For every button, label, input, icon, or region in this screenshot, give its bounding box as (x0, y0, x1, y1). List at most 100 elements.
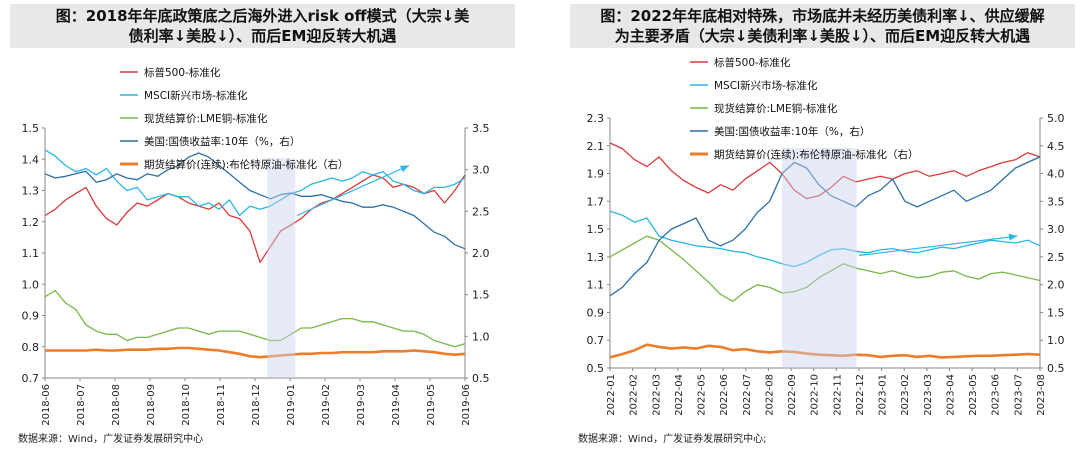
y-tick-label-right: 5.0 (1047, 112, 1065, 125)
x-tick-label: 2018-06 (41, 384, 52, 426)
x-tick-label: 2022-02 (629, 374, 640, 416)
x-tick-label: 2023-06 (991, 374, 1002, 416)
legend-label: 美国:国债收益率:10年（%，右） (714, 125, 870, 138)
chart-title: 图：2018年年底政策底之后海外进入risk off模式（大宗↓美 债利率↓美股… (10, 4, 515, 48)
x-tick-label: 2019-01 (286, 384, 297, 426)
y-tick-label-left: 1.3 (22, 185, 40, 198)
x-tick-label: 2023-08 (1036, 374, 1047, 416)
y-tick-label-left: 1.4 (22, 153, 40, 166)
legend-label: 期货结算价(连续):布伦特原油-标准化（右） (144, 158, 349, 171)
legend-label: 现货结算价:LME铜-标准化 (144, 112, 268, 125)
line-chart: 0.5 0.7 0.9 1.1 1.3 1.5 1.7 1.9 2.1 2.3 0.5 1.0 1.5 2… (587, 56, 1065, 416)
y-tick-label-right: 2.5 (1047, 251, 1065, 264)
x-tick-label: 2022-01 (606, 374, 617, 416)
source-note: 数据来源：Wind，广发证券发展研究中心; (578, 434, 767, 445)
chart-title-line: 图：2018年年底政策底之后海外进入risk off模式（大宗↓美 (55, 7, 470, 25)
x-tick-label: 2022-04 (674, 374, 685, 416)
x-tick-label: 2023-01 (878, 374, 889, 416)
series-line-ust10y (609, 156, 1041, 297)
chart-title: 图：2022年年底相对特殊，市场底并未经历美债利率↓、供应缓解 为主要矛盾（大宗… (570, 4, 1075, 48)
chart-panel-right: 图：2022年年底相对特殊，市场底并未经历美债利率↓、供应缓解 为主要矛盾（大宗… (560, 0, 1080, 450)
y-tick-label-right: 2.0 (472, 247, 490, 260)
legend-label: 现货结算价:LME铜-标准化 (714, 102, 838, 115)
y-tick-label-left: 0.8 (22, 341, 40, 354)
y-tick-label-left: 1.2 (22, 216, 40, 229)
y-tick-label-left: 1.5 (22, 122, 40, 135)
chart-panel-left: 图：2018年年底政策底之后海外进入risk off模式（大宗↓美 债利率↓美股… (0, 0, 520, 450)
y-tick-label-right: 3.5 (472, 122, 490, 135)
trend-arrow-line (296, 164, 410, 217)
series-line-sp500 (44, 174, 466, 264)
x-tick-label: 2023-05 (968, 374, 979, 416)
y-tick-label-left: 2.1 (587, 140, 605, 153)
chart-title-line: 债利率↓美股↓）、而后EM迎反转大机遇 (128, 27, 397, 45)
y-tick-label-left: 0.9 (22, 310, 40, 323)
y-tick-label-right: 2.5 (472, 205, 490, 218)
y-tick-label-left: 1.1 (22, 247, 40, 260)
x-tick-label: 2023-03 (923, 374, 934, 416)
legend-label: MSCI新兴市场-标准化 (714, 79, 818, 92)
trend-arrow-line (858, 235, 1018, 257)
x-tick-label: 2022-07 (742, 374, 753, 416)
x-tick-label: 2018-12 (251, 384, 262, 426)
x-tick-label: 2022-05 (697, 374, 708, 416)
x-tick-label: 2022-11 (832, 374, 843, 416)
legend-label: 标普500-标准化 (144, 66, 221, 79)
x-tick-label: 2022-10 (810, 374, 821, 416)
chart-title-line: 图：2022年年底相对特殊，市场底并未经历美债利率↓、供应缓解 (600, 7, 1045, 25)
x-tick-label: 2022-03 (651, 374, 662, 416)
highlight-band (267, 158, 296, 378)
series-line-brent (609, 343, 1041, 359)
series-line-sp500 (609, 142, 1041, 200)
y-tick-label-left: 1.7 (587, 195, 605, 208)
trend-arrow-head (1008, 233, 1018, 241)
x-tick-label: 2019-06 (461, 384, 472, 426)
y-tick-label-left: 1.9 (587, 168, 605, 181)
legend-label: 标普500-标准化 (714, 56, 791, 69)
series-line-brent (45, 346, 466, 359)
source-note: 数据来源：Wind，广发证券发展研究中心 (18, 434, 204, 445)
y-tick-label-right: 4.0 (1047, 168, 1065, 181)
y-tick-label-right: 1.0 (472, 330, 490, 343)
y-tick-label-right: 3.5 (1047, 195, 1065, 208)
x-tick-label: 2023-02 (900, 374, 911, 416)
series-line-msci (44, 149, 466, 217)
series-line-lme (609, 235, 1041, 302)
series-line-msci (609, 210, 1041, 268)
y-tick-label-right: 0.5 (1047, 362, 1065, 375)
x-tick-label: 2022-09 (787, 374, 798, 416)
y-tick-label-right: 0.5 (472, 372, 490, 385)
y-tick-label-left: 2.3 (587, 112, 605, 125)
line-chart: 0.7 0.8 0.9 1.0 1.1 1.2 1.3 1.4 1.5 0.5 1.0 1.5 2.0 2… (22, 66, 490, 426)
x-tick-label: 2018-11 (216, 384, 227, 426)
series-line-lme (44, 289, 466, 348)
y-tick-label-right: 1.0 (1047, 334, 1065, 347)
y-tick-label-left: 1.5 (587, 223, 605, 236)
x-tick-label: 2019-05 (426, 384, 437, 426)
chart-title-line: 为主要矛盾（大宗↓美债利率↓美股↓）、而后EM迎反转大机遇 (614, 27, 1031, 45)
y-tick-label-left: 1.3 (587, 251, 605, 264)
y-tick-label-right: 1.5 (1047, 306, 1065, 319)
y-tick-label-left: 1.1 (587, 279, 605, 292)
highlight-band (782, 148, 857, 368)
series-line-ust10y (44, 152, 466, 250)
x-tick-label: 2022-12 (855, 374, 866, 416)
legend-label: 美国:国债收益率:10年（%，右） (144, 135, 300, 148)
x-tick-label: 2018-07 (76, 384, 87, 426)
legend-label: MSCI新兴市场-标准化 (144, 89, 248, 102)
y-tick-label-right: 3.0 (472, 164, 490, 177)
x-tick-label: 2019-02 (321, 384, 332, 426)
legend-label: 期货结算价(连续):布伦特原油-标准化（右） (714, 148, 919, 161)
x-tick-label: 2018-08 (111, 384, 122, 426)
y-tick-label-right: 4.5 (1047, 140, 1065, 153)
y-tick-label-right: 2.0 (1047, 279, 1065, 292)
x-tick-label: 2019-04 (391, 384, 402, 426)
x-tick-label: 2022-08 (764, 374, 775, 416)
y-tick-label-left: 0.7 (587, 334, 605, 347)
x-tick-label: 2019-03 (356, 384, 367, 426)
y-tick-label-left: 0.7 (22, 372, 40, 385)
x-tick-label: 2018-09 (146, 384, 157, 426)
y-tick-label-right: 1.5 (472, 289, 490, 302)
x-tick-label: 2023-04 (945, 374, 956, 416)
y-tick-label-left: 1.0 (22, 278, 40, 291)
